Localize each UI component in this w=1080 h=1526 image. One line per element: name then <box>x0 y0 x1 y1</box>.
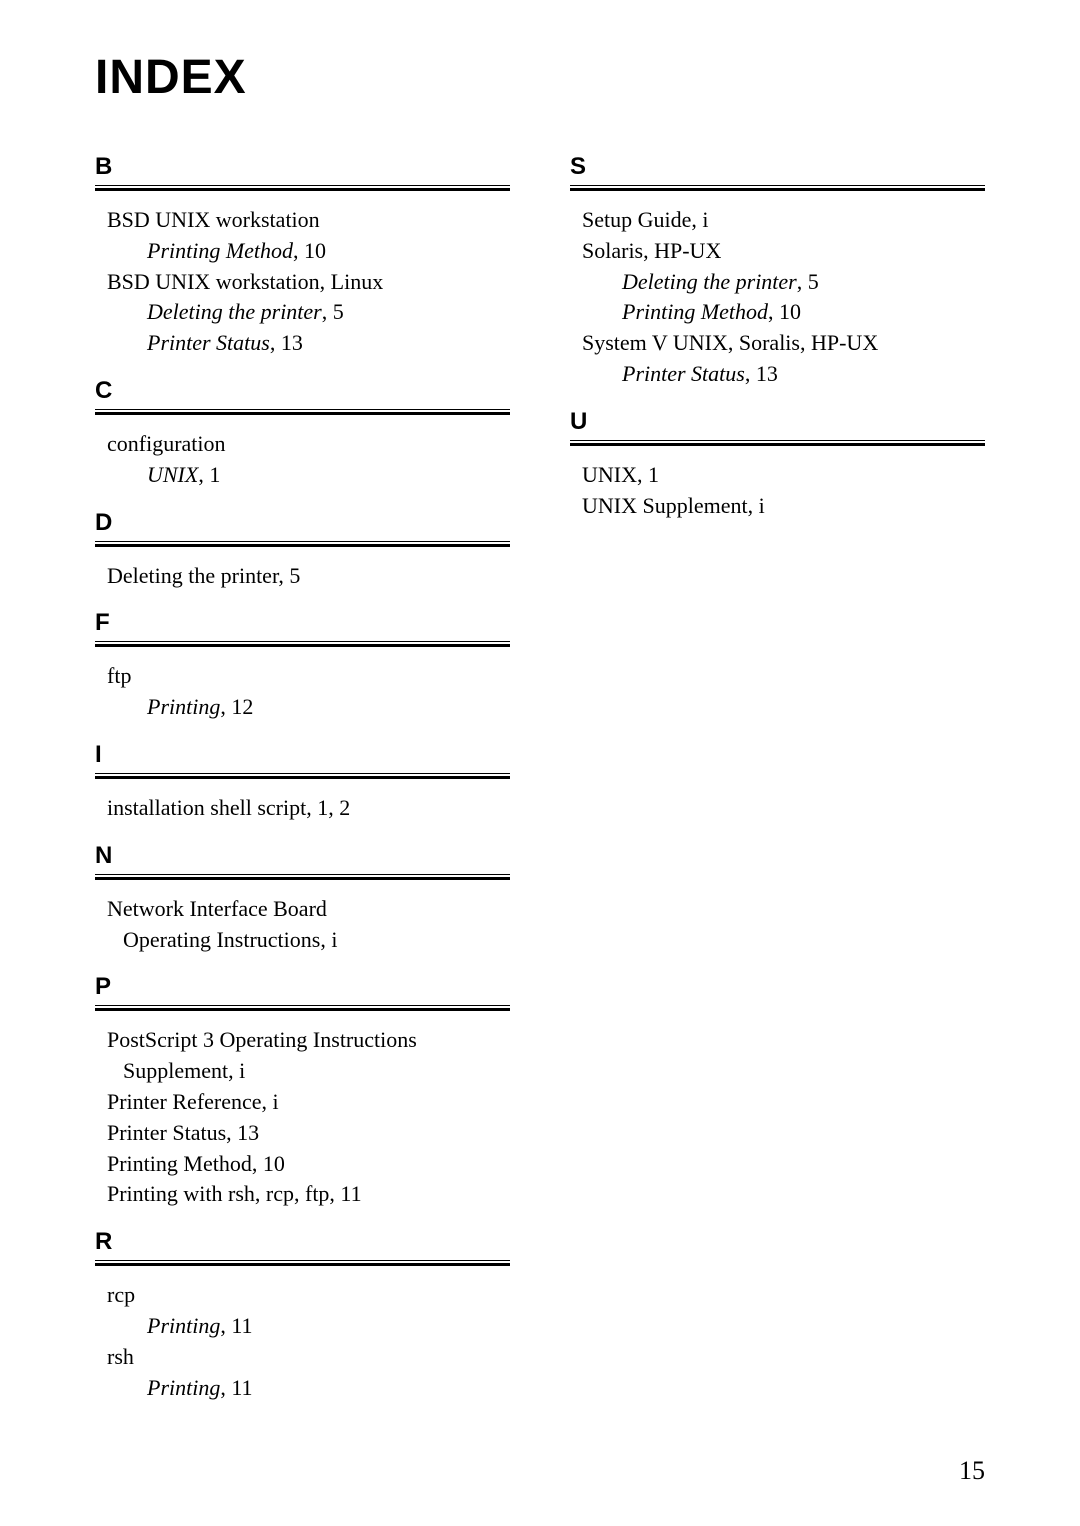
index-subentry: Printing, 12 <box>147 692 510 723</box>
index-subentry: Printing, 11 <box>147 1311 510 1342</box>
index-entry: Deleting the printer, 5 <box>107 561 510 592</box>
left-column: B BSD UNIX workstation Printing Method, … <box>95 135 510 1403</box>
section-rule <box>95 544 510 547</box>
index-entry: Solaris, HP-UX <box>582 236 985 267</box>
index-subentry: Printer Status, 13 <box>147 328 510 359</box>
section-rule <box>95 1260 510 1261</box>
section-letter: S <box>570 153 985 181</box>
section-rule <box>95 1005 510 1006</box>
index-subentry: Operating Instructions, i <box>123 925 510 956</box>
section-r: R rcp Printing, 11 rsh Printing, 11 <box>95 1228 510 1403</box>
index-subentry: UNIX, 1 <box>147 460 510 491</box>
section-rule <box>95 412 510 415</box>
index-entry: UNIX, 1 <box>582 460 985 491</box>
section-rule <box>95 641 510 642</box>
section-rule <box>95 776 510 779</box>
index-entry: Printing with rsh, rcp, ftp, 11 <box>107 1179 510 1210</box>
index-entry: rcp <box>107 1280 510 1311</box>
right-column: S Setup Guide, i Solaris, HP-UX Deleting… <box>570 135 985 1403</box>
section-rule <box>95 188 510 191</box>
section-letter: U <box>570 408 985 436</box>
index-subentry: Printing Method, 10 <box>147 236 510 267</box>
section-d: D Deleting the printer, 5 <box>95 509 510 592</box>
index-entry: rsh <box>107 1342 510 1373</box>
section-b: B BSD UNIX workstation Printing Method, … <box>95 153 510 359</box>
page-number: 15 <box>959 1456 985 1486</box>
index-entry: BSD UNIX workstation <box>107 205 510 236</box>
index-entry: Setup Guide, i <box>582 205 985 236</box>
section-letter: P <box>95 973 510 1001</box>
section-n: N Network Interface Board Operating Inst… <box>95 842 510 956</box>
section-p: P PostScript 3 Operating Instructions Su… <box>95 973 510 1210</box>
section-rule <box>95 877 510 880</box>
index-entry: UNIX Supplement, i <box>582 491 985 522</box>
section-letter: I <box>95 741 510 769</box>
index-entry: Printer Status, 13 <box>107 1118 510 1149</box>
index-entry: Network Interface Board <box>107 894 510 925</box>
section-u: U UNIX, 1 UNIX Supplement, i <box>570 408 985 522</box>
section-rule <box>570 185 985 186</box>
index-entry: System V UNIX, Soralis, HP-UX <box>582 328 985 359</box>
section-letter: R <box>95 1228 510 1256</box>
index-subentry: Deleting the printer, 5 <box>147 297 510 328</box>
section-rule <box>95 409 510 410</box>
index-entry: PostScript 3 Operating Instructions <box>107 1025 510 1056</box>
section-s: S Setup Guide, i Solaris, HP-UX Deleting… <box>570 153 985 390</box>
index-subentry: Printing, 11 <box>147 1373 510 1404</box>
section-letter: B <box>95 153 510 181</box>
index-entry: BSD UNIX workstation, Linux <box>107 267 510 298</box>
section-letter: C <box>95 377 510 405</box>
section-f: F ftp Printing, 12 <box>95 609 510 723</box>
index-entry: ftp <box>107 661 510 692</box>
section-rule <box>95 644 510 647</box>
section-rule <box>95 874 510 875</box>
index-entry: Printing Method, 10 <box>107 1149 510 1180</box>
section-rule <box>95 185 510 186</box>
index-entry: installation shell script, 1, 2 <box>107 793 510 824</box>
index-columns: B BSD UNIX workstation Printing Method, … <box>95 135 985 1403</box>
index-subentry: Deleting the printer, 5 <box>622 267 985 298</box>
section-rule <box>570 443 985 446</box>
section-letter: N <box>95 842 510 870</box>
index-entry: configuration <box>107 429 510 460</box>
section-rule <box>95 541 510 542</box>
section-i: I installation shell script, 1, 2 <box>95 741 510 824</box>
index-subentry: Supplement, i <box>123 1056 510 1087</box>
page-title: INDEX <box>95 50 985 105</box>
index-entry: Printer Reference, i <box>107 1087 510 1118</box>
index-subentry: Printer Status, 13 <box>622 359 985 390</box>
section-rule <box>570 440 985 441</box>
section-rule <box>95 1263 510 1266</box>
section-rule <box>570 188 985 191</box>
section-c: C configuration UNIX, 1 <box>95 377 510 491</box>
section-letter: F <box>95 609 510 637</box>
section-rule <box>95 1008 510 1011</box>
index-subentry: Printing Method, 10 <box>622 297 985 328</box>
section-rule <box>95 773 510 774</box>
section-letter: D <box>95 509 510 537</box>
